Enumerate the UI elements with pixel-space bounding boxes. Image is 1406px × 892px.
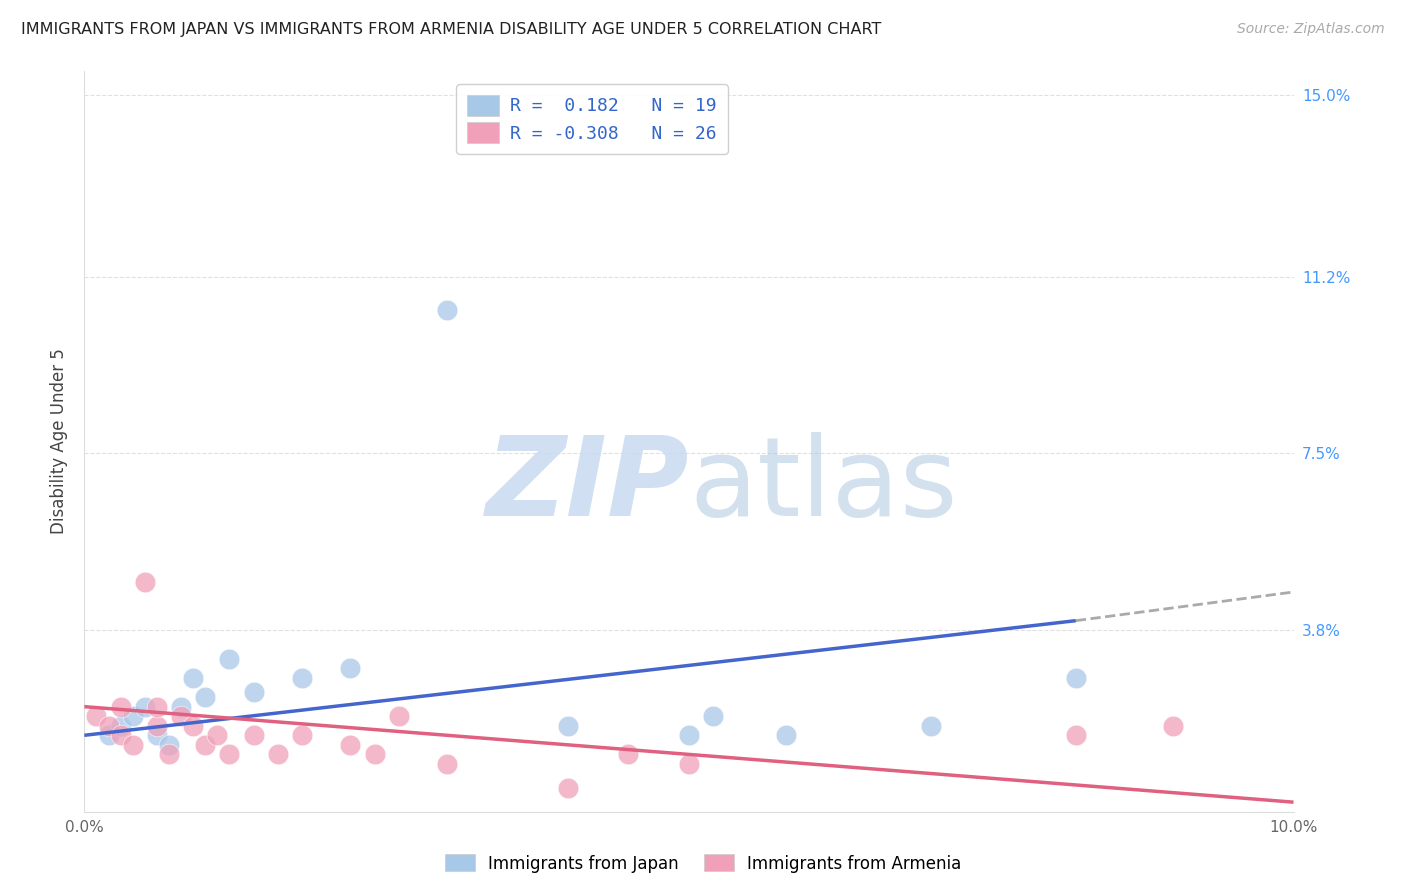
Point (181, 719, 204, 733)
Point (194, 738, 217, 752)
Point (339, 738, 361, 752)
Point (207, 728, 229, 742)
Point (146, 699, 169, 714)
Point (242, 728, 264, 742)
Text: ZIP: ZIP (485, 433, 689, 540)
Point (157, 747, 180, 762)
Point (1161, 719, 1184, 733)
Point (218, 652, 240, 666)
Point (170, 699, 193, 714)
Point (97, 719, 120, 733)
Point (97, 728, 120, 742)
Point (146, 719, 169, 733)
Point (134, 575, 156, 590)
Point (121, 709, 143, 723)
Point (775, 728, 797, 742)
Point (1064, 671, 1087, 685)
Point (146, 728, 169, 742)
Point (110, 728, 132, 742)
Point (436, 756, 458, 771)
Point (157, 738, 180, 752)
Point (291, 728, 314, 742)
Point (617, 747, 640, 762)
Point (86, 709, 108, 723)
Point (388, 709, 411, 723)
Point (121, 738, 143, 752)
Point (181, 671, 204, 685)
Point (557, 719, 579, 733)
Point (363, 747, 385, 762)
Point (702, 709, 724, 723)
Point (218, 747, 240, 762)
Point (436, 303, 458, 318)
Point (110, 719, 132, 733)
Text: atlas: atlas (689, 433, 957, 540)
Point (170, 709, 193, 723)
Point (678, 728, 700, 742)
Point (678, 756, 700, 771)
Text: IMMIGRANTS FROM JAPAN VS IMMIGRANTS FROM ARMENIA DISABILITY AGE UNDER 5 CORRELAT: IMMIGRANTS FROM JAPAN VS IMMIGRANTS FROM… (21, 22, 882, 37)
Point (267, 747, 290, 762)
Legend: Immigrants from Japan, Immigrants from Armenia: Immigrants from Japan, Immigrants from A… (439, 847, 967, 880)
Point (1064, 728, 1087, 742)
Point (242, 685, 264, 699)
Point (134, 699, 156, 714)
Text: Source: ZipAtlas.com: Source: ZipAtlas.com (1237, 22, 1385, 37)
Point (194, 690, 217, 704)
Point (110, 699, 132, 714)
Point (920, 719, 942, 733)
Point (557, 780, 579, 795)
Point (291, 671, 314, 685)
Point (339, 661, 361, 675)
Legend: R =  0.182   N = 19, R = -0.308   N = 26: R = 0.182 N = 19, R = -0.308 N = 26 (456, 84, 728, 153)
Y-axis label: Disability Age Under 5: Disability Age Under 5 (49, 349, 67, 534)
